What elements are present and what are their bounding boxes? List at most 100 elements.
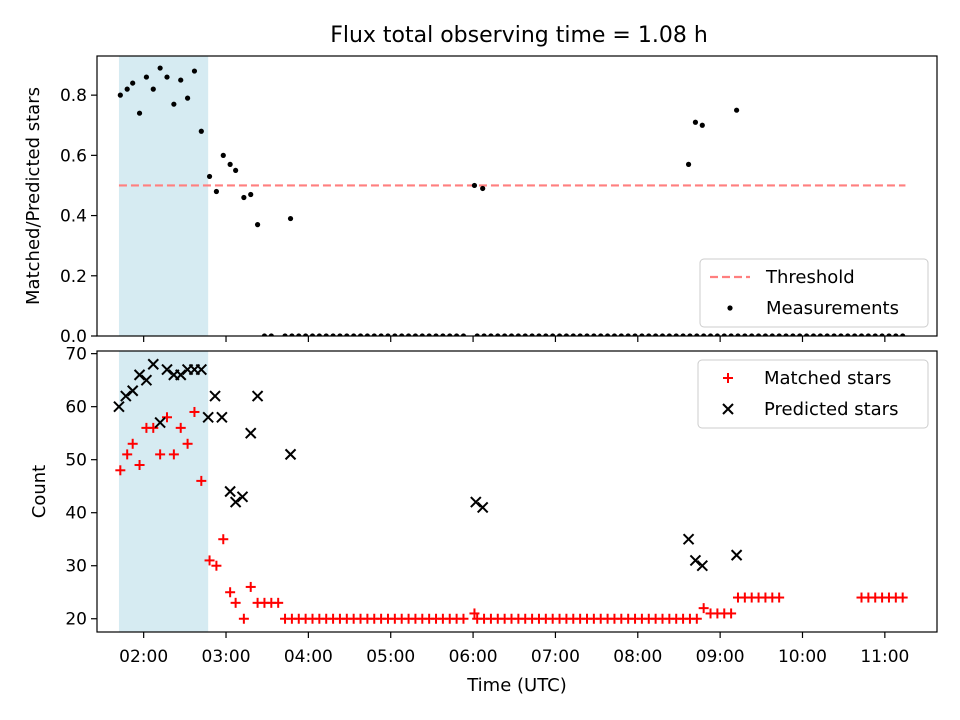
y-tick-label: 30 — [65, 557, 87, 577]
predicted-point-b — [113, 400, 125, 413]
plot-area — [113, 358, 908, 624]
measurement-point — [563, 333, 570, 336]
measurement-point — [536, 333, 542, 336]
predicted-point-b — [126, 385, 139, 397]
measurement-point — [776, 333, 782, 336]
x-tick-label: 05:00 — [366, 647, 415, 667]
matched-point — [122, 449, 133, 460]
predicted-point-b — [245, 427, 257, 439]
predicted-point-b — [476, 501, 489, 514]
x-axis-label: Time (UTC) — [466, 675, 567, 696]
predicted-point — [202, 411, 214, 423]
predicted-point — [154, 416, 166, 429]
measurement-point — [184, 95, 191, 101]
matched-point — [168, 449, 179, 460]
measurement-point — [584, 333, 590, 336]
predicted-point — [229, 496, 242, 508]
top-panel: 0.0 0.2 0.4 0.6 0.8 Matched/Predicted stars Th… — [23, 55, 938, 347]
predicted-point-b — [175, 369, 187, 381]
measurement-point — [440, 333, 446, 336]
predicted-point — [284, 448, 297, 461]
predicted-point-b — [154, 416, 166, 429]
measurement-point — [480, 185, 486, 192]
matched-point — [897, 592, 908, 603]
measurement-point — [550, 333, 556, 336]
measurement-point — [191, 68, 198, 74]
measurement-point — [289, 333, 295, 336]
measurement-point — [287, 215, 294, 222]
predicted-point-b — [229, 496, 242, 508]
predicted-point — [216, 411, 228, 423]
y-tick-label: 0.8 — [60, 86, 87, 106]
measurement-point — [735, 333, 741, 336]
measurement-point — [330, 333, 336, 336]
x-tick-label: 08:00 — [613, 647, 662, 667]
x-tick-label: 02:00 — [119, 647, 168, 667]
predicted-point-b — [147, 358, 159, 370]
measurement-point — [515, 333, 521, 336]
matched-point — [175, 422, 186, 433]
predicted-point — [133, 369, 146, 381]
measurement-point — [653, 333, 659, 336]
predicted-point — [140, 374, 153, 386]
predicted-point-b — [224, 485, 236, 498]
y-tick-label: 60 — [65, 398, 87, 418]
measurement-point — [351, 333, 357, 336]
measurement-point — [385, 333, 391, 336]
measurement-point — [171, 101, 177, 107]
matched-point — [691, 613, 702, 624]
predicted-point — [147, 358, 159, 370]
predicted-point-b — [689, 554, 702, 567]
predicted-point — [689, 554, 702, 567]
measurement-point — [474, 333, 480, 336]
measurement-point — [241, 194, 247, 201]
measurement-point — [454, 333, 460, 336]
x-tick-label: 06:00 — [449, 647, 498, 667]
measurement-point — [405, 333, 412, 336]
predicted-point — [161, 363, 173, 376]
legend-label: Predicted stars — [764, 399, 898, 420]
x-tick-label: 07:00 — [531, 647, 580, 667]
measurement-point — [296, 333, 302, 336]
y-tick-label: 0.0 — [60, 327, 87, 347]
axes-frame — [96, 350, 938, 633]
measurement-point — [810, 333, 817, 336]
plot-area — [117, 65, 906, 336]
measurement-point — [749, 333, 755, 336]
measurement-point — [824, 333, 830, 336]
y-tick-label: 0.6 — [60, 146, 87, 166]
measurement-point — [900, 333, 906, 336]
matched-point — [196, 475, 207, 486]
measurement-point — [783, 333, 789, 336]
measurement-point — [790, 333, 796, 336]
measurement-point — [157, 65, 163, 71]
measurement-point — [364, 333, 370, 336]
measurement-point — [879, 333, 885, 336]
measurement-point — [143, 74, 150, 80]
legend: Matched stars Predicted stars — [697, 359, 929, 429]
predicted-point-b — [216, 411, 228, 423]
matched-point — [230, 597, 241, 608]
matched-point — [134, 459, 145, 470]
measurement-point — [460, 333, 467, 336]
legend-label: Matched stars — [764, 368, 891, 389]
measurement-point — [673, 333, 679, 336]
matched-point — [211, 560, 222, 571]
predicted-point — [209, 390, 221, 402]
measurement-point — [817, 333, 823, 336]
predicted-point — [476, 501, 489, 514]
x-tick-label: 04:00 — [284, 647, 333, 667]
predicted-point-b — [470, 496, 482, 508]
y-tick-label: 50 — [65, 451, 87, 471]
measurement-point — [893, 333, 899, 336]
measurement-point — [804, 333, 810, 336]
measurement-point — [178, 77, 184, 83]
matched-point — [238, 613, 249, 624]
measurement-point — [659, 333, 666, 336]
measurement-point — [604, 333, 611, 336]
measurement-point — [646, 333, 652, 336]
matched-point — [774, 592, 785, 603]
x-tick-label: 03:00 — [202, 647, 251, 667]
measurement-point — [508, 333, 515, 336]
series-predicted-stars — [113, 358, 743, 572]
